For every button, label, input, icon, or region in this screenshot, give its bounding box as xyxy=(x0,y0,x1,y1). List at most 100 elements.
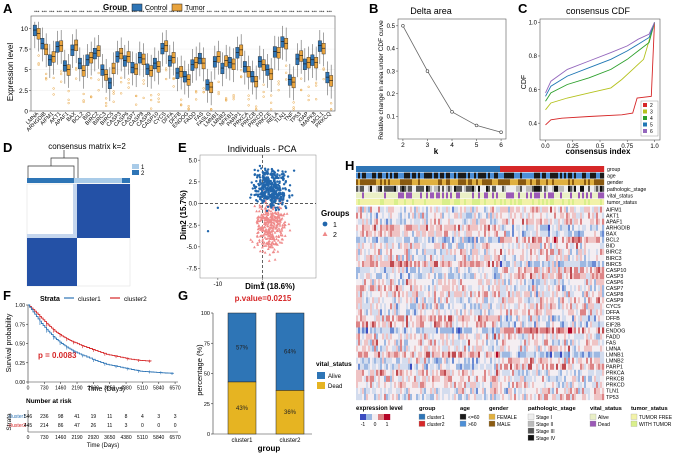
heatmap-cell xyxy=(424,212,427,219)
heatmap-cell xyxy=(554,291,557,298)
heatmap-cell xyxy=(414,333,417,340)
annotation-cell-age xyxy=(556,172,559,179)
annotation-cell-group xyxy=(418,166,421,172)
heatmap-cell xyxy=(600,224,603,231)
pca-point-cluster2 xyxy=(256,221,259,225)
heatmap-cell xyxy=(360,327,363,334)
annotation-cell-age xyxy=(554,172,557,179)
heatmap-cell xyxy=(402,218,405,225)
heatmap-cell xyxy=(552,303,555,310)
heatmap-cell xyxy=(398,303,401,310)
heatmap-cell xyxy=(478,218,481,225)
heatmap-cell xyxy=(504,291,507,298)
box-outlier xyxy=(135,103,138,106)
heatmap-cell xyxy=(546,279,549,286)
annotation-cell-age xyxy=(596,172,599,179)
annotation-cell-gender xyxy=(360,179,363,186)
annotation-cell-group xyxy=(484,166,487,172)
annotation-cell-group xyxy=(398,166,401,172)
heatmap-cell xyxy=(596,254,599,262)
heatmap-cell xyxy=(530,218,533,225)
heatmap-cell xyxy=(440,260,443,268)
pca-point-cluster2 xyxy=(255,209,258,213)
heatmap-cell xyxy=(460,224,463,231)
heatmap-cell xyxy=(396,315,399,322)
annotation-cell-gender xyxy=(466,179,469,186)
heatmap-cell xyxy=(450,309,453,316)
pca-point-cluster2 xyxy=(258,249,262,253)
annotation-cell-vital_status xyxy=(530,192,533,199)
heatmap-cell xyxy=(592,242,595,250)
heatmap-cell xyxy=(528,291,531,298)
heatmap-cell xyxy=(484,315,487,322)
annotation-cell-group xyxy=(580,166,583,172)
heatmap-cell xyxy=(508,321,511,328)
heatmap-cell xyxy=(548,212,551,219)
heatmap-cell xyxy=(468,248,471,256)
box-outlier xyxy=(120,76,123,79)
heatmap-cell xyxy=(356,230,359,237)
annotation-cell-pathologic_stage xyxy=(478,185,481,192)
heatmap-cell xyxy=(544,273,547,280)
heatmap-cell xyxy=(486,206,489,213)
heatmap-cell xyxy=(398,206,401,213)
annotation-cell-tumor_status xyxy=(440,199,443,205)
heatmap-cell xyxy=(506,254,509,262)
delta-area-line xyxy=(402,25,502,133)
heatmap-cell xyxy=(570,309,573,316)
pca-point-cluster2 xyxy=(261,237,265,241)
heatmap-cell xyxy=(380,206,383,213)
box-outlier xyxy=(82,99,85,102)
heatmap-cell xyxy=(578,333,581,340)
heatmap-cell xyxy=(508,242,511,250)
box-outlier xyxy=(240,69,243,72)
heatmap-cell xyxy=(432,212,435,219)
heatmap-cell xyxy=(418,321,421,328)
annotation-cell-gender xyxy=(546,179,549,186)
heatmap-cell xyxy=(504,260,507,268)
heatmap-cell xyxy=(368,248,371,256)
heatmap-cell xyxy=(488,206,491,213)
annotation-cell-age xyxy=(412,172,415,179)
annotation-cell-tumor_status xyxy=(452,199,455,205)
heatmap-cell xyxy=(594,242,597,250)
heatmap-cell xyxy=(548,254,551,262)
heatmap-cell xyxy=(432,333,435,340)
heatmap-cell xyxy=(560,285,563,292)
risk-cell: 86 xyxy=(58,423,64,429)
heatmap-cell xyxy=(428,333,431,340)
pca-point-cluster2 xyxy=(280,227,284,230)
heatmap-cell xyxy=(488,273,491,280)
risk-cell: 11 xyxy=(107,423,112,429)
heatmap-cell xyxy=(386,285,389,292)
annotation-cell-vital_status xyxy=(562,192,565,199)
annotation-cell-tumor_status xyxy=(550,199,553,205)
heatmap-cell xyxy=(540,309,543,316)
heatmap-cell xyxy=(376,242,379,250)
heatmap-cell xyxy=(554,279,557,286)
heatmap-cell xyxy=(386,230,389,237)
heatmap-cell xyxy=(502,321,505,328)
heatmap-cell xyxy=(592,260,595,268)
annotation-cell-age xyxy=(384,172,387,179)
heatmap-cell xyxy=(416,333,419,340)
heatmap-cell xyxy=(432,242,435,250)
annotation-cell-pathologic_stage xyxy=(448,185,451,192)
annotation-cell-group xyxy=(542,166,545,172)
heatmap-cell xyxy=(482,279,485,286)
heatmap-cell xyxy=(462,333,465,340)
heatmap-cell xyxy=(382,254,385,262)
heatmap-cell xyxy=(394,236,397,244)
annotation-cell-tumor_status xyxy=(500,199,503,205)
box-tumor-BAX xyxy=(74,39,79,51)
pca-point-cluster1 xyxy=(257,184,261,187)
heatmap-cell xyxy=(436,236,439,244)
heatmap-cell xyxy=(554,321,557,328)
heatmap-cell xyxy=(514,273,517,280)
heatmap-cell xyxy=(392,230,395,237)
annotation-cell-pathologic_stage xyxy=(376,185,379,192)
heatmap-cell xyxy=(366,315,369,322)
annotation-cell-gender xyxy=(502,179,505,186)
heatmap-cell xyxy=(424,267,427,274)
heatmap-cell xyxy=(582,218,585,225)
